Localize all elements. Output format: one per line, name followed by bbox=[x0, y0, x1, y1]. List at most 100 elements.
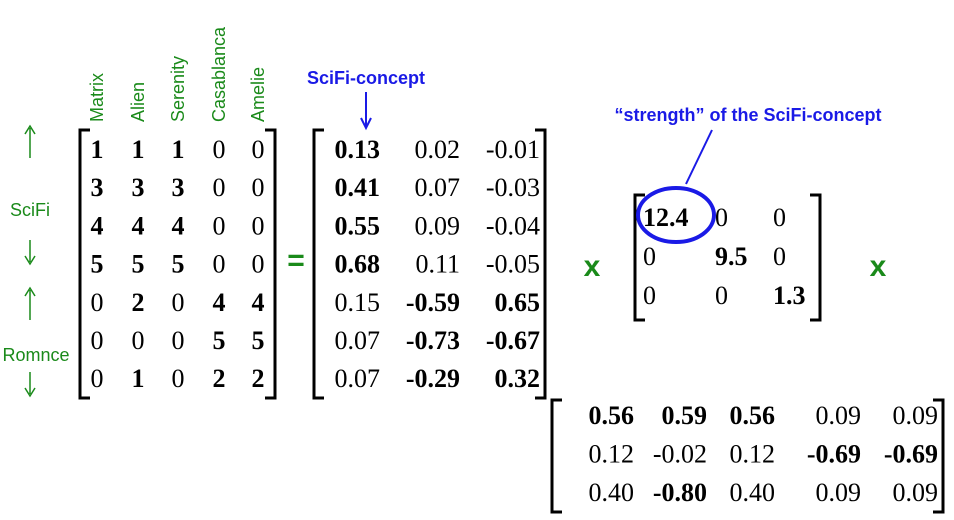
matrix-cell: 0 bbox=[715, 281, 728, 310]
matrix-cell: -0.67 bbox=[486, 326, 540, 355]
matrix-cell: 0 bbox=[213, 211, 226, 240]
matrix-cell: -0.03 bbox=[486, 173, 540, 202]
matrix-cell: 0 bbox=[172, 326, 185, 355]
matrix-cell: 0 bbox=[643, 242, 656, 271]
bracket bbox=[550, 398, 945, 514]
annotation: “strength” of the SciFi-concept bbox=[614, 105, 881, 125]
matrix-cell: 0 bbox=[213, 135, 226, 164]
matrix-cell: 0.65 bbox=[495, 288, 541, 317]
matrix-cell: -0.80 bbox=[653, 478, 707, 507]
matrix-cell: -0.01 bbox=[486, 135, 540, 164]
matrix-cell: -0.73 bbox=[406, 326, 460, 355]
bracket bbox=[633, 193, 822, 322]
matrix-cell: 1 bbox=[132, 135, 145, 164]
matrix-cell: 0 bbox=[213, 250, 226, 279]
matrix-cell: 0.41 bbox=[335, 173, 381, 202]
matrix-cell: 4 bbox=[132, 211, 145, 240]
matrix-cell: 1 bbox=[91, 135, 104, 164]
matrix-cell: 0 bbox=[213, 173, 226, 202]
matrix-cell: 0.09 bbox=[893, 478, 939, 507]
operator: x bbox=[870, 250, 887, 283]
matrix-cell: 2 bbox=[252, 364, 265, 393]
matrix-cell: 0.56 bbox=[589, 401, 635, 430]
matrix-cell: 0.40 bbox=[730, 478, 776, 507]
matrix-cell: 2 bbox=[132, 288, 145, 317]
matrix-cell: 0.09 bbox=[415, 211, 461, 240]
matrix-cell: 1 bbox=[132, 364, 145, 393]
matrix-cell: 4 bbox=[172, 211, 185, 240]
matrix-cell: 1 bbox=[172, 135, 185, 164]
matrix-cell: 5 bbox=[132, 250, 145, 279]
matrix-cell: 3 bbox=[172, 173, 185, 202]
column-label: Casablanca bbox=[209, 26, 229, 122]
matrix-cell: 3 bbox=[132, 173, 145, 202]
matrix-cell: 0 bbox=[132, 326, 145, 355]
matrix-cell: -0.59 bbox=[406, 288, 460, 317]
matrix-cell: 1.3 bbox=[773, 281, 806, 310]
bracket bbox=[312, 128, 547, 400]
matrix-cell: 0.12 bbox=[589, 439, 635, 468]
matrix-cell: 0 bbox=[91, 364, 104, 393]
annotation-line bbox=[685, 129, 713, 185]
matrix-cell: 5 bbox=[252, 326, 265, 355]
operator: x bbox=[584, 250, 601, 283]
matrix-cell: 0.09 bbox=[816, 478, 862, 507]
highlight-ellipse bbox=[636, 186, 716, 244]
column-label: Serenity bbox=[168, 56, 188, 122]
row-label: SciFi bbox=[10, 200, 50, 220]
matrix-cell: 4 bbox=[213, 288, 226, 317]
matrix-cell: 0 bbox=[773, 203, 786, 232]
matrix-cell: 9.5 bbox=[715, 242, 748, 271]
column-label: Alien bbox=[128, 82, 148, 122]
matrix-cell: 3 bbox=[91, 173, 104, 202]
matrix-cell: 0 bbox=[91, 326, 104, 355]
matrix-cell: 0.09 bbox=[816, 401, 862, 430]
matrix-cell: 0.02 bbox=[415, 135, 461, 164]
matrix-cell: -0.04 bbox=[486, 211, 540, 240]
matrix-cell: 0 bbox=[773, 242, 786, 271]
matrix-cell: 5 bbox=[213, 326, 226, 355]
matrix-cell: 0 bbox=[172, 288, 185, 317]
matrix-cell: 0.09 bbox=[893, 401, 939, 430]
matrix-cell: 0 bbox=[643, 281, 656, 310]
matrix-cell: 0.07 bbox=[415, 173, 461, 202]
matrix-cell: 0.07 bbox=[335, 326, 381, 355]
matrix-cell: 12.4 bbox=[643, 203, 689, 232]
row-label: Romnce bbox=[2, 345, 69, 365]
matrix-cell: 0 bbox=[252, 250, 265, 279]
matrix-cell: 0.55 bbox=[335, 211, 381, 240]
matrix-cell: 0.59 bbox=[662, 401, 708, 430]
matrix-cell: 0 bbox=[252, 135, 265, 164]
matrix-cell: 0 bbox=[252, 211, 265, 240]
matrix-cell: 4 bbox=[91, 211, 104, 240]
matrix-cell: -0.29 bbox=[406, 364, 460, 393]
matrix-cell: 5 bbox=[91, 250, 104, 279]
operator: = bbox=[287, 244, 305, 277]
matrix-cell: -0.69 bbox=[807, 439, 861, 468]
matrix-cell: 0.40 bbox=[589, 478, 635, 507]
matrix-cell: -0.02 bbox=[653, 439, 707, 468]
annotation: SciFi-concept bbox=[307, 68, 425, 88]
matrix-cell: 0.13 bbox=[335, 135, 381, 164]
matrix-cell: 0.07 bbox=[335, 364, 381, 393]
matrix-cell: 0 bbox=[252, 173, 265, 202]
arrows bbox=[24, 124, 36, 398]
matrix-cell: 0 bbox=[91, 288, 104, 317]
matrix-cell: 4 bbox=[252, 288, 265, 317]
matrix-cell: 0.11 bbox=[415, 250, 460, 279]
matrix-cell: 0.32 bbox=[495, 364, 541, 393]
matrix-cell: 5 bbox=[172, 250, 185, 279]
matrix-cell: 0.56 bbox=[730, 401, 776, 430]
column-label: Amelie bbox=[248, 67, 268, 122]
matrix-cell: 0.12 bbox=[730, 439, 776, 468]
matrix-cell: -0.05 bbox=[486, 250, 540, 279]
matrix-cell: 2 bbox=[213, 364, 226, 393]
column-label: Matrix bbox=[87, 73, 107, 122]
bracket bbox=[78, 128, 277, 400]
matrix-cell: 0 bbox=[715, 203, 728, 232]
matrix-cell: 0 bbox=[172, 364, 185, 393]
matrix-cell: 0.15 bbox=[335, 288, 381, 317]
matrix-cell: 0.68 bbox=[335, 250, 381, 279]
matrix-cell: -0.69 bbox=[884, 439, 938, 468]
